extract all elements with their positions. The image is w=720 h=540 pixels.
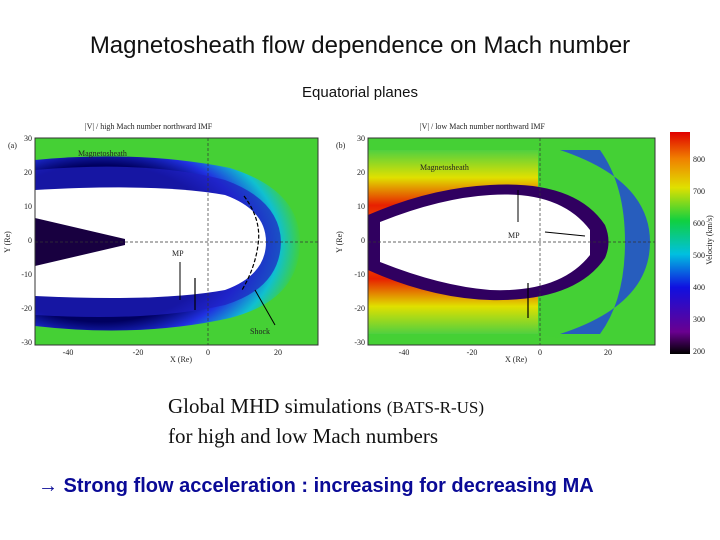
panel-label: (a) [8, 141, 17, 150]
x-axis-label: X (Re) [170, 355, 192, 364]
x-tick-label: 0 [206, 348, 210, 357]
colorbar-tick-label: 200 [693, 347, 705, 356]
y-tick-label: 20 [24, 168, 32, 177]
x-tick-label: 20 [274, 348, 282, 357]
y-tick-label: 10 [357, 202, 365, 211]
y-tick-label: 0 [361, 236, 365, 245]
x-tick-label: -40 [63, 348, 74, 357]
panel-a: (a) |V| / high Mach number northward IMF… [3, 122, 319, 364]
x-axis-label: X (Re) [505, 355, 527, 364]
colorbar-label: Velocity (km/s) [705, 215, 714, 265]
x-tick-label: 20 [604, 348, 612, 357]
arrow [544, 231, 586, 237]
caption-line: Global MHD simulations [168, 394, 382, 418]
y-tick-label: -30 [354, 338, 365, 347]
y-tick-label: -10 [21, 270, 32, 279]
y-tick-label: 10 [24, 202, 32, 211]
y-axis-label: Y (Re) [3, 231, 12, 253]
x-tick-label: -40 [399, 348, 410, 357]
colorbar-tick-label: 500 [693, 251, 705, 260]
y-tick-label: -10 [354, 270, 365, 279]
colorbar-tick-label: 600 [693, 219, 705, 228]
y-tick-label: -20 [354, 304, 365, 313]
x-tick-label: -20 [467, 348, 478, 357]
slide-title: Magnetosheath flow dependence on Mach nu… [89, 32, 631, 59]
conclusion: → Strong flow acceleration : increasing … [38, 475, 594, 497]
region-label: Magnetosheath [78, 149, 127, 158]
colorbar: Velocity (km/s) [670, 132, 714, 354]
arrow [254, 289, 276, 326]
mp-label: MP [172, 249, 184, 258]
shock-band [560, 150, 650, 334]
y-tick-label: 30 [357, 134, 365, 143]
frame [367, 137, 656, 346]
panel-title: |V| / high Mach number northward IMF [85, 122, 213, 131]
colorbar-tick-label: 300 [693, 315, 705, 324]
shock-label: Shock [250, 327, 270, 336]
x-tick-label: 0 [538, 348, 542, 357]
figure: (a) |V| / high Mach number northward IMF… [3, 122, 714, 364]
colorbar-gradient [670, 132, 690, 354]
subtitle: Equatorial planes [302, 84, 418, 101]
caption-code: (BATS-R-US) [386, 398, 485, 417]
frame [34, 137, 319, 346]
y-tick-label: -20 [21, 304, 32, 313]
region-label: Magnetosheath [420, 163, 469, 172]
panel-b: (b) |V| / low Mach number northward IMF … [335, 122, 656, 364]
panel-title: |V| / low Mach number northward IMF [420, 122, 546, 131]
mp-label: MP [508, 231, 520, 240]
y-tick-label: 30 [24, 134, 32, 143]
colorbar-tick-label: 700 [693, 187, 705, 196]
caption-line: for high and low Mach numbers [168, 424, 439, 448]
colorbar-tick-label: 800 [693, 155, 705, 164]
y-axis-label: Y (Re) [335, 231, 344, 253]
colorbar-tick-label: 400 [693, 283, 705, 292]
y-tick-label: -30 [21, 338, 32, 347]
caption: Global MHD simulations (BATS-R-US) for h… [168, 392, 484, 450]
x-tick-label: -20 [133, 348, 144, 357]
y-tick-label: 20 [357, 168, 365, 177]
mp-curve [241, 195, 260, 291]
y-tick-label: 0 [28, 236, 32, 245]
panel-label: (b) [336, 141, 346, 150]
